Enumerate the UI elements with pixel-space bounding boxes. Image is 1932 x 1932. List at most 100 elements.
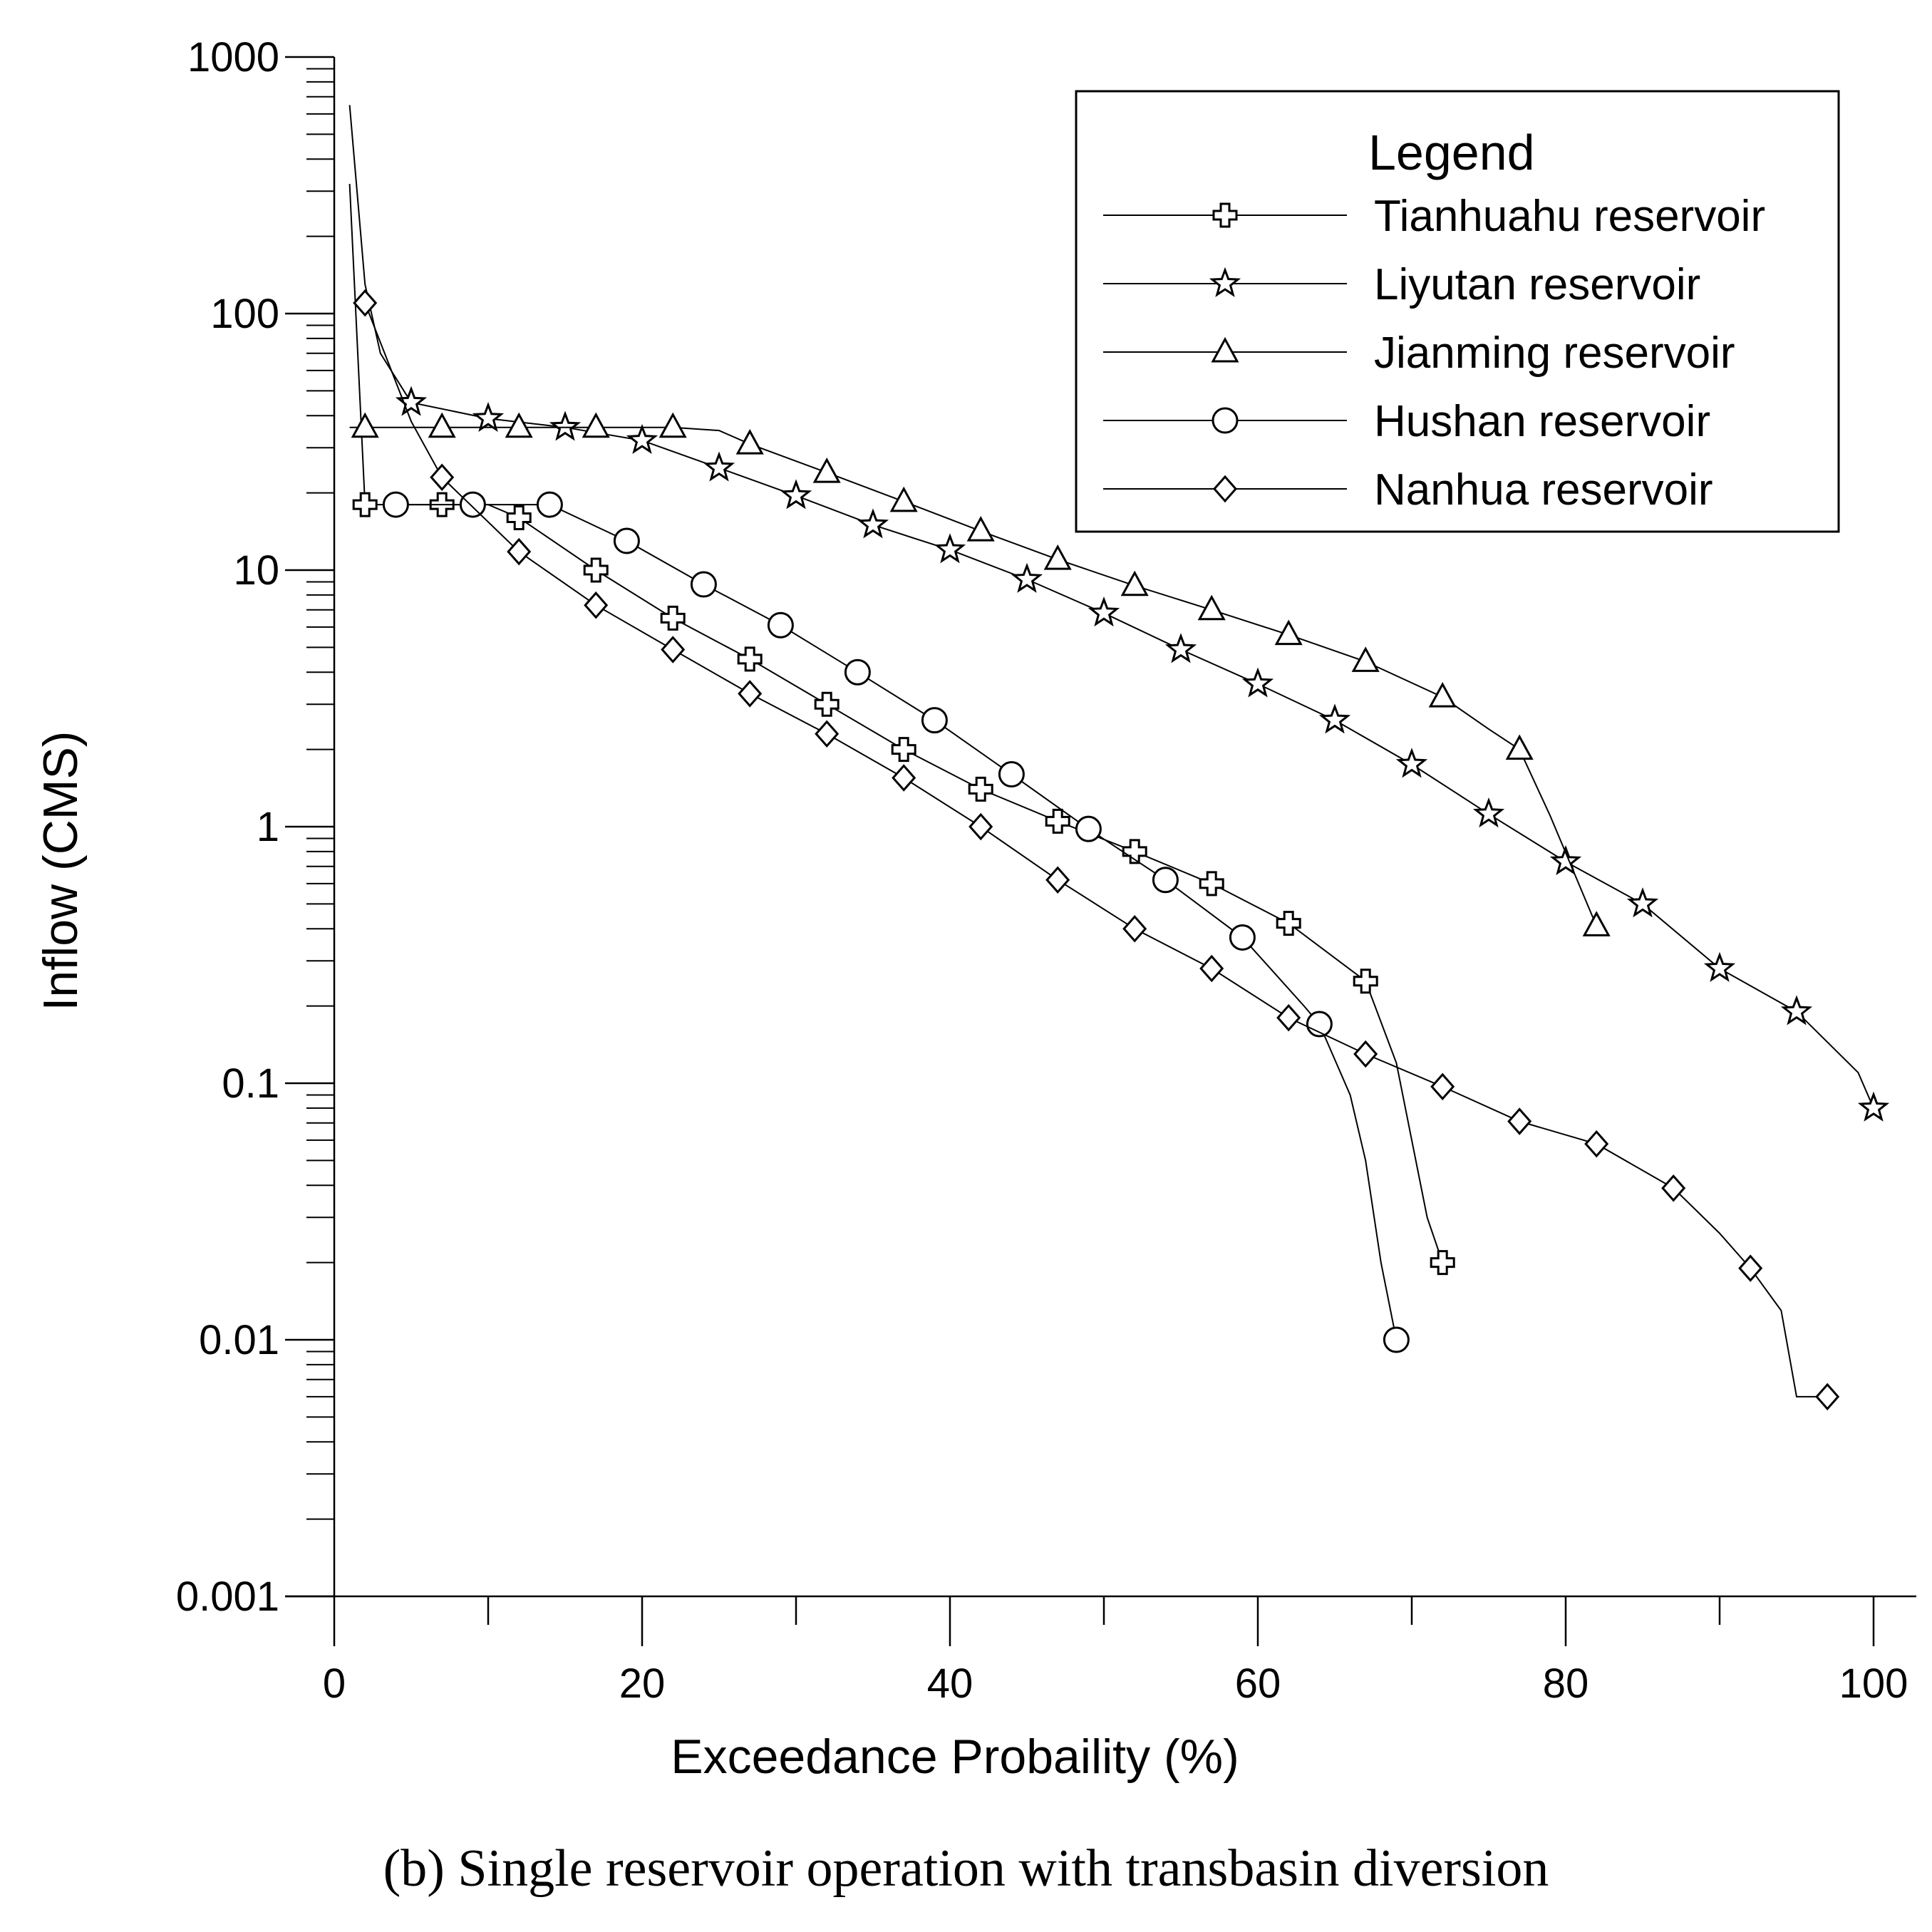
data-point [1353,968,1378,994]
data-point [921,707,948,734]
data-point [395,386,428,416]
data-point [1738,1254,1763,1282]
data-point [507,537,532,566]
data-point [1584,1130,1609,1158]
legend-title: Legend [1368,125,1535,180]
y-tick-label: 1 [257,804,279,850]
data-point [1011,562,1043,593]
legend-marker [1212,202,1238,228]
data-point [1549,844,1582,876]
data-point [1815,1383,1840,1411]
series-line [348,105,1874,1109]
data-point [1088,596,1120,627]
data-point [1199,954,1224,983]
axes: 0.001 0.01 0.1 1 10 100 1000 0 20 40 60 80 100 [176,34,1916,1707]
data-point [1395,748,1428,778]
data-point [815,720,840,748]
data-point [1661,1174,1686,1202]
data-point [844,658,871,686]
data-point [1703,951,1736,982]
data-point [1626,887,1659,918]
data-point [582,412,610,438]
legend-label: Tianhuahu reservoir [1374,192,1765,241]
y-tick-label: 10 [233,547,279,594]
data-point [1351,646,1380,672]
data-point [1120,570,1149,596]
data-point [892,764,916,792]
data-point [998,761,1025,788]
data-point [767,611,794,639]
data-point [583,557,609,583]
data-point [812,458,841,483]
data-point [1199,871,1224,897]
data-point [703,451,735,482]
data-point [1229,924,1256,951]
data-point [934,533,966,564]
data-point [690,571,717,598]
series-triangle [349,412,1611,936]
y-axis-title: Inflow (CMS) [33,731,88,1011]
x-axis-title: Exceedance Probaility (%) [671,1730,1239,1784]
data-point [857,508,889,539]
data-point [584,591,609,619]
data-point [1152,867,1179,894]
legend-label: Nanhua reservoir [1374,465,1713,515]
data-point [660,605,686,631]
data-point [1353,1040,1378,1068]
legend-label: Liyutan reservoir [1374,260,1700,309]
data-point [549,410,582,441]
data-point [1430,1250,1455,1276]
legend-marker [1209,267,1241,297]
series-line [364,302,1828,1398]
legend-entry: Liyutan reservoir [1103,260,1700,309]
y-tick-label: 0.001 [176,1574,279,1620]
legend: Legend Tianhuahu reservoir Liyutan reserv… [1075,90,1840,533]
legend-marker [1211,336,1239,363]
data-point [428,412,456,438]
series-layer [348,105,1890,1411]
series-line [348,184,1444,1263]
data-point [738,680,763,708]
data-point [889,486,918,512]
data-point [1276,911,1301,936]
data-point [1276,1003,1301,1032]
data-point [472,401,505,433]
data-point [353,289,378,317]
legend-label: Jianming reservoir [1374,329,1735,378]
data-point [968,776,993,802]
data-point [1043,544,1072,570]
series-circle [382,491,1410,1353]
legend-marker [1212,407,1239,434]
data-point [352,492,378,517]
data-point [661,636,686,663]
data-point [737,646,763,672]
data-point [968,812,993,841]
figure-caption: (b) Single reservoir operation with tran… [383,1839,1549,1898]
data-point [1045,866,1070,894]
x-tick-label: 100 [1839,1660,1908,1707]
data-point [1241,667,1274,698]
data-point [1505,734,1534,760]
data-point [459,491,486,518]
data-point [1383,1326,1410,1353]
data-point [1274,619,1303,646]
data-point [1507,1107,1532,1135]
data-point [505,412,533,438]
data-point [1428,682,1457,708]
data-point [1164,633,1197,663]
data-point [1075,815,1102,842]
legend-entry: Tianhuahu reservoir [1103,192,1765,241]
data-point [891,737,916,763]
legend-entry: Jianming reservoir [1103,329,1735,378]
data-point [613,527,640,554]
data-point [966,516,995,542]
data-point [780,479,812,510]
y-tick-label: 100 [210,291,279,337]
y-tick-label: 0.1 [222,1060,279,1107]
data-point [536,491,563,518]
x-tick-label: 80 [1543,1660,1589,1707]
data-point [814,691,840,717]
data-point [626,423,658,454]
data-point [1197,594,1226,621]
data-point [1857,1091,1890,1122]
